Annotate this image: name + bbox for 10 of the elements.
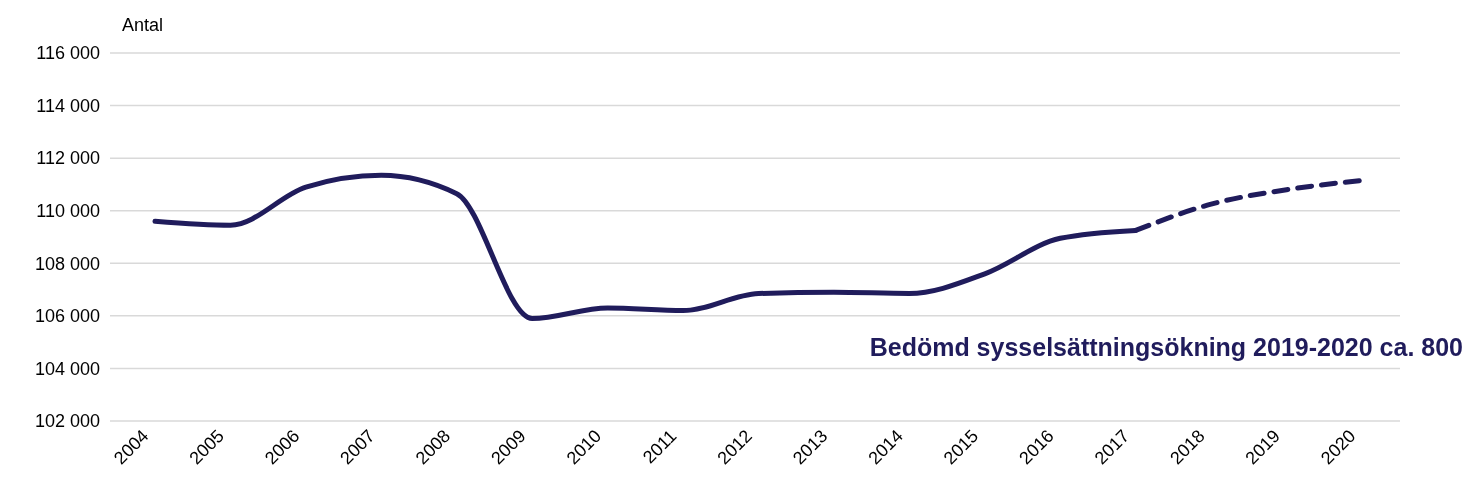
- y-tick-label: 106 000: [34, 306, 100, 327]
- y-tick-label: 112 000: [36, 148, 100, 169]
- annotation: Bedömd sysselsättningsökning 2019-2020 ca. 800: [869, 333, 1463, 361]
- y-tick-label: 108 000: [34, 253, 100, 274]
- y-tick-label: 116 000: [36, 43, 100, 64]
- y-tick-label: 104 000: [34, 358, 100, 379]
- y-axis-title: Antal: [122, 15, 164, 35]
- y-tick-label: 110 000: [36, 200, 100, 221]
- y-tick-label: 102 000: [34, 411, 100, 432]
- y-tick-label: 114 000: [36, 95, 100, 116]
